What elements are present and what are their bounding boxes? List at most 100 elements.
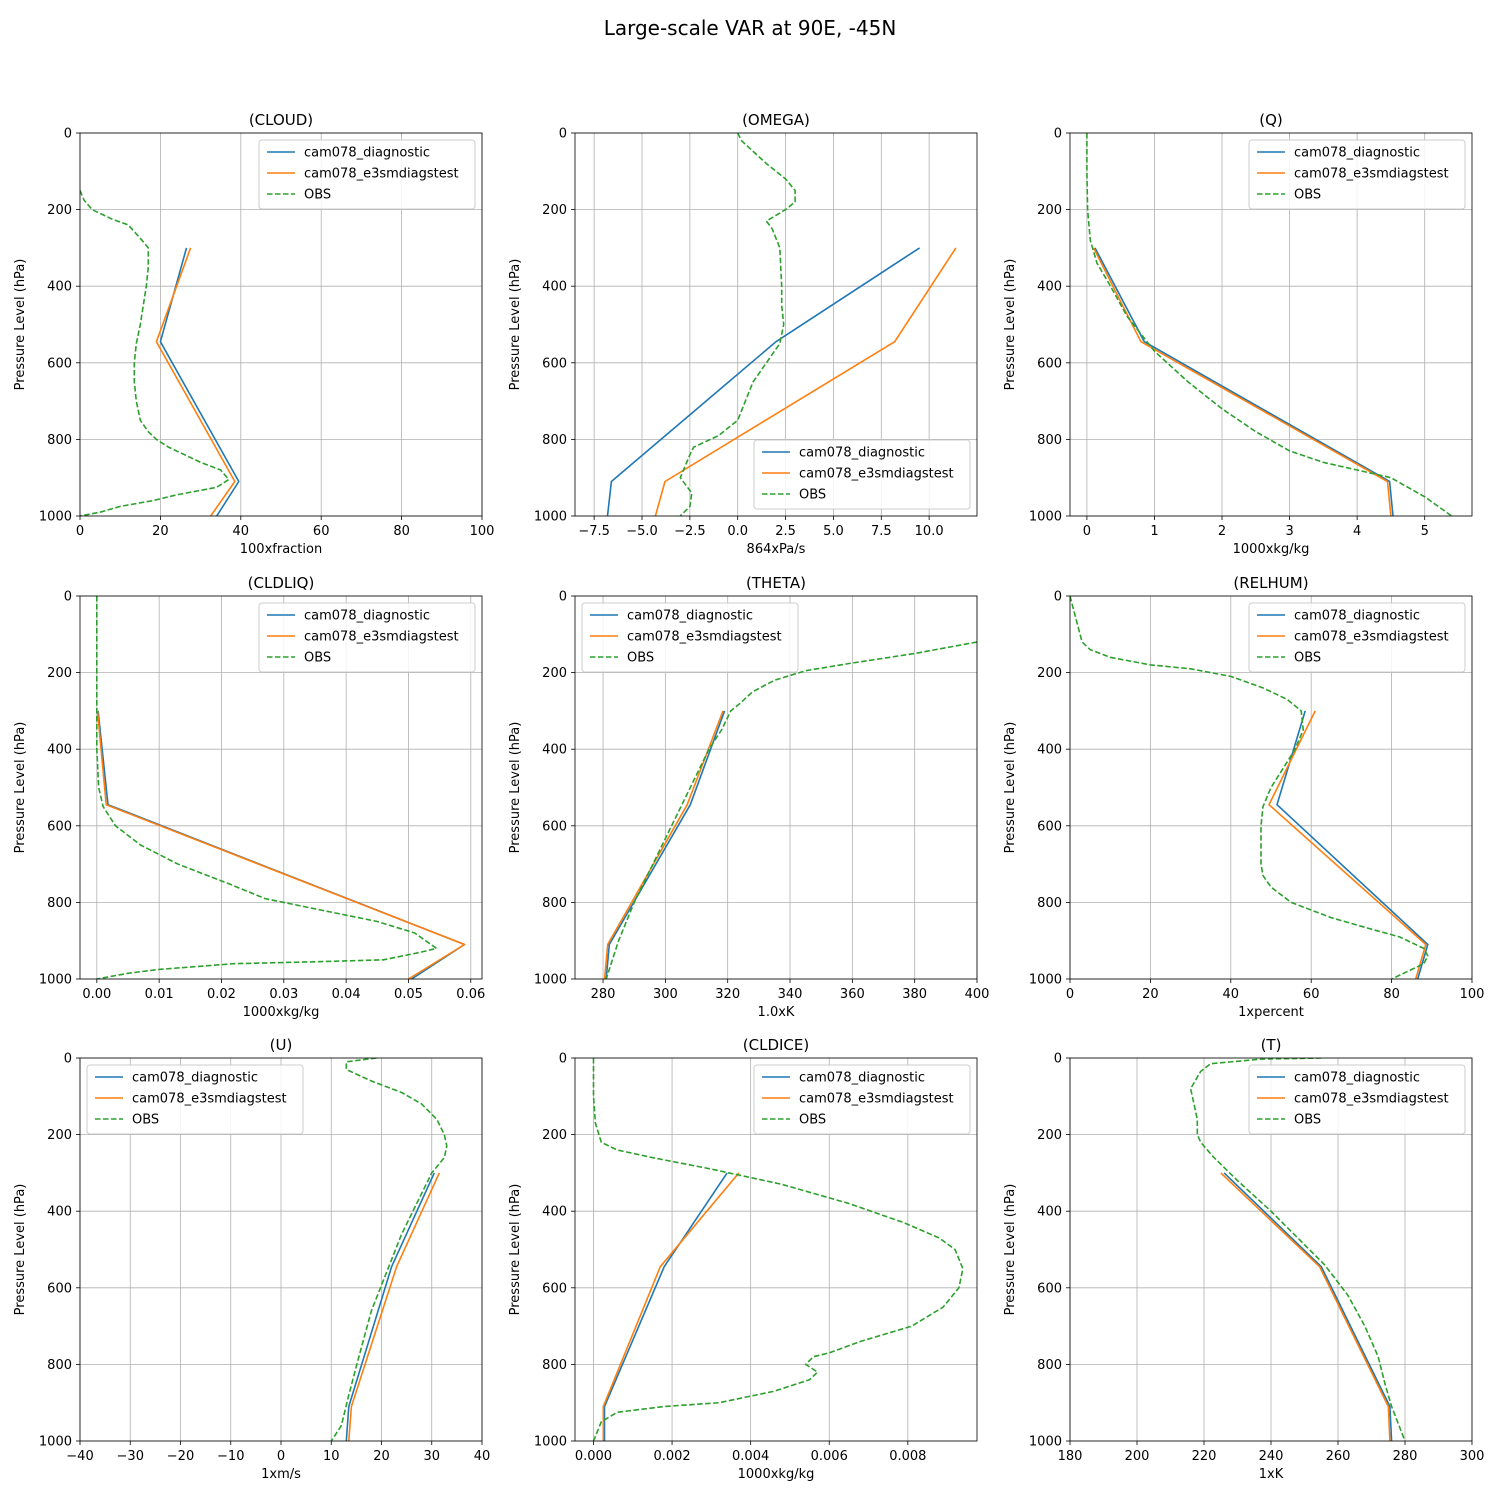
legend-label: OBS [799, 488, 826, 503]
y-tick-label: 600 [542, 1281, 567, 1296]
series-line-cam078-e3smdiagstest [155, 247, 236, 516]
y-tick-label: 1000 [534, 973, 567, 988]
legend-box [1248, 139, 1466, 210]
y-axis-label: Pressure Level (hPa) [13, 1184, 28, 1316]
x-tick-label: 40 [233, 524, 250, 539]
subplot-title: (Q) [1259, 111, 1283, 129]
legend-label: cam078_e3smdiagstest [304, 630, 459, 645]
series-line-obs [330, 1058, 448, 1441]
x-tick-label: 0.006 [811, 1449, 848, 1464]
legend-label: cam078_e3smdiagstest [627, 630, 782, 645]
legend-label: OBS [1294, 1113, 1321, 1128]
subplot: −40 −30 −20 −10 0 10 20 30 4002004006008001000(U… [13, 1036, 490, 1482]
y-tick-label: 1000 [1029, 1435, 1062, 1450]
legend: cam078_diagnostic cam078_e3smdiagstest OBS [86, 1064, 304, 1135]
legend-label: OBS [304, 651, 331, 666]
axes-frame [574, 595, 978, 980]
x-tick-label: 340 [778, 987, 803, 1002]
y-tick-label: 200 [1037, 666, 1062, 681]
x-tick-label: 20 [1142, 987, 1159, 1002]
y-tick-label: 400 [542, 280, 567, 295]
legend-label: OBS [627, 651, 654, 666]
y-tick-label: 400 [542, 1205, 567, 1220]
legend-box [258, 602, 476, 673]
x-tick-label: 280 [591, 987, 616, 1002]
legend-label: OBS [1294, 188, 1321, 203]
x-tick-label: 60 [1303, 987, 1320, 1002]
y-tick-label: 400 [542, 743, 567, 758]
x-tick-label: −20 [167, 1449, 194, 1464]
series-line-obs [80, 190, 230, 516]
x-tick-label: 0.03 [269, 987, 298, 1002]
subplot: 0 1 2 3 4 5 0 200 400 600 800 1000 (Q) 1000xkg/kg Pres… [1003, 111, 1473, 557]
legend-label: cam078_diagnostic [304, 609, 430, 624]
series-line-obs [1086, 133, 1453, 516]
x-tick-label: 10.0 [915, 524, 944, 539]
y-tick-label: 800 [1037, 433, 1062, 448]
x-tick-label: 30 [423, 1449, 440, 1464]
subplot-title: (RELHUM) [1233, 574, 1308, 592]
y-tick-label: 200 [47, 203, 72, 218]
series-line-cam078-diagnostic [345, 1172, 436, 1441]
x-axis-label: 1xpercent [1238, 1005, 1304, 1020]
series-line-cam078-e3smdiagstest [602, 1172, 740, 1441]
y-tick-label: 400 [1037, 1205, 1062, 1220]
x-axis-label: 1xm/s [261, 1467, 301, 1482]
series-line-obs [605, 641, 977, 979]
x-tick-label: 0.002 [653, 1449, 690, 1464]
legend: cam078_diagnostic cam078_e3smdiagstest OBS [1248, 1064, 1466, 1135]
axes-frame [79, 1057, 483, 1442]
x-tick-label: 80 [393, 524, 410, 539]
y-tick-label: 400 [47, 743, 72, 758]
y-tick-label: 1000 [1029, 510, 1062, 525]
x-tick-label: 0.008 [889, 1449, 926, 1464]
x-tick-label: 240 [1259, 1449, 1284, 1464]
legend-label: cam078_e3smdiagstest [1294, 630, 1449, 645]
x-tick-label: 2.5 [775, 524, 796, 539]
y-axis-label: Pressure Level (hPa) [13, 259, 28, 391]
x-tick-label: 10 [323, 1449, 340, 1464]
subplot-title: (CLOUD) [249, 111, 313, 129]
series-line-cam078-diagnostic [1094, 247, 1394, 516]
y-tick-label: 800 [1037, 896, 1062, 911]
x-axis-label: 1000xkg/kg [1233, 542, 1310, 557]
y-tick-label: 200 [1037, 1128, 1062, 1143]
x-tick-label: 2 [1218, 524, 1226, 539]
x-tick-label: 220 [1192, 1449, 1217, 1464]
series-line-obs [679, 133, 796, 516]
y-tick-label: 200 [47, 1128, 72, 1143]
x-tick-label: 3 [1285, 524, 1293, 539]
x-tick-label: 0 [277, 1449, 285, 1464]
legend-label: cam078_diagnostic [1294, 609, 1420, 624]
legend-label: OBS [132, 1113, 159, 1128]
y-tick-label: 800 [1037, 1358, 1062, 1373]
subplot: 0.000 0.002 0.004 0.006 0.008 0 200 400 600 800 10… [508, 1036, 978, 1482]
legend-box [581, 602, 799, 673]
y-tick-label: 0 [1054, 590, 1062, 605]
y-tick-label: 400 [47, 1205, 72, 1220]
y-tick-label: 0 [559, 1052, 567, 1067]
legend-label: cam078_diagnostic [1294, 146, 1420, 161]
figure-title: Large-scale VAR at 90E, -45N [603, 16, 897, 40]
y-tick-label: 800 [542, 896, 567, 911]
legend-box [1248, 602, 1466, 673]
legend-label: OBS [1294, 651, 1321, 666]
axes-frame [574, 132, 978, 517]
series-line-cam078-diagnostic [606, 247, 921, 516]
x-tick-label: 0.04 [332, 987, 361, 1002]
subplot-title: (U) [270, 1036, 293, 1054]
series-line-obs [592, 1058, 964, 1441]
series-line-cam078-diagnostic [603, 1172, 728, 1441]
series-line-cam078-e3smdiagstest [348, 1172, 441, 1441]
y-tick-label: 400 [1037, 280, 1062, 295]
subplot: −7.5 −5.0 −2.5 0.0 2.5 5.0 7.5 10.0 0 200 400 600 80… [508, 111, 978, 557]
y-tick-label: 800 [542, 1358, 567, 1373]
x-tick-label: 180 [1058, 1449, 1083, 1464]
x-tick-label: 380 [902, 987, 927, 1002]
legend-label: OBS [304, 188, 331, 203]
x-tick-label: 100 [1460, 987, 1485, 1002]
x-tick-label: 5.0 [823, 524, 844, 539]
x-tick-label: 0 [1066, 987, 1074, 1002]
y-tick-label: 0 [64, 590, 72, 605]
